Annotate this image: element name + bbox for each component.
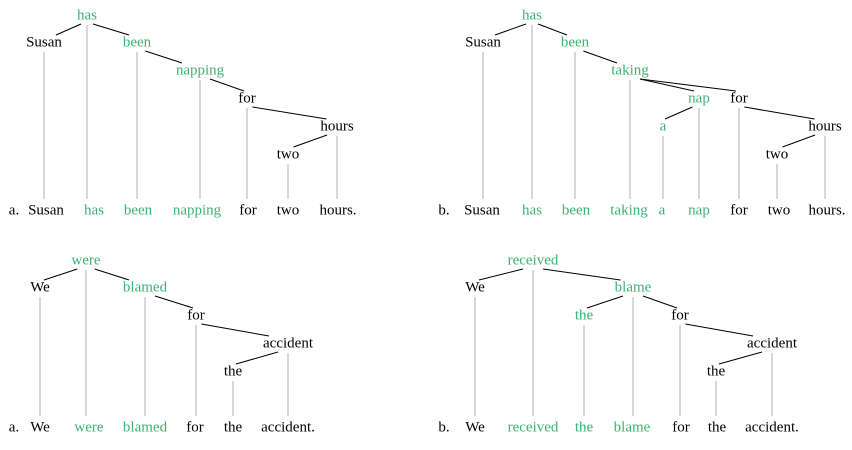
sentence-word: hours. (808, 202, 846, 219)
dependency-edge (154, 295, 194, 309)
dependency-edge (542, 268, 621, 281)
sentence-word: Susan (28, 202, 64, 219)
sentence-word: for (672, 419, 690, 436)
sentence-word: We (30, 419, 50, 436)
tree-word: for (187, 307, 205, 324)
tree-word: the (706, 363, 726, 380)
tree-word: the (574, 307, 594, 324)
dependency-edge (583, 50, 618, 64)
dependency-edge (586, 295, 624, 309)
dependency-edge (92, 23, 130, 36)
tree-word: been (122, 34, 152, 51)
panel-label: a. (8, 419, 20, 436)
sentence-word: the (707, 419, 727, 436)
sentence-word: the (223, 419, 243, 436)
sentence-word: taking (610, 202, 648, 219)
dependency-edge (145, 50, 183, 64)
tree-word: We (465, 279, 485, 296)
dependency-edge (94, 268, 130, 281)
dependency-edge (235, 351, 279, 365)
tree-word: nap (688, 90, 710, 107)
sentence-word: been (123, 202, 153, 219)
dependency-edge (718, 351, 763, 365)
sentence-word: nap (688, 202, 710, 219)
dependency-edge (201, 323, 270, 337)
dependency-edge (664, 106, 693, 120)
sentence-word: Susan (464, 202, 500, 219)
tree-word: received (507, 252, 559, 269)
tree-word: accident (263, 335, 313, 352)
tree-word: been (560, 34, 590, 51)
tree-word: for (730, 90, 748, 107)
sentence-word: blamed (122, 419, 168, 436)
tree-word: Susan (26, 34, 62, 51)
dependency-edge (642, 295, 678, 309)
sentence-word: received (507, 419, 559, 436)
dependency-edge (209, 78, 245, 92)
sentence-word: two (767, 202, 791, 219)
panel-label: b. (438, 419, 450, 436)
sentence-word: blame (613, 419, 651, 436)
dependency-edge (639, 78, 695, 92)
sentence-word: the (574, 419, 594, 436)
dependency-edge (685, 323, 754, 337)
sentence-word: been (561, 202, 591, 219)
sentence-word: a (658, 202, 666, 219)
dependency-edge (639, 78, 737, 92)
sentence-word: napping (172, 202, 222, 219)
dependency-edge (293, 134, 328, 148)
tree-word: hours (320, 118, 354, 135)
tree-word: the (223, 363, 243, 380)
sentence-word: were (74, 419, 104, 436)
tree-word: two (276, 146, 300, 163)
dependency-edge (478, 268, 524, 281)
dependency-edge (494, 23, 527, 36)
dependency-edge (744, 106, 815, 120)
tree-word: taking (611, 62, 649, 79)
sentence-word: has (84, 202, 104, 219)
tree-word: were (71, 252, 101, 269)
sentence-word: has (522, 202, 542, 219)
tree-word: hours (808, 118, 842, 135)
dependency-edge (537, 23, 568, 36)
tree-word: blame (614, 279, 652, 296)
tree-word: napping (175, 62, 225, 79)
tree-word: has (77, 7, 97, 24)
sentence-word: for (186, 419, 204, 436)
dependency-edge (55, 23, 82, 36)
tree-word: blamed (122, 279, 168, 296)
tree-word: has (522, 7, 542, 24)
tree-word: We (30, 279, 50, 296)
dependency-edge (43, 268, 78, 281)
sentence-word: for (730, 202, 748, 219)
tree-word: accident (747, 335, 797, 352)
tree-word: two (765, 146, 789, 163)
tree-word: a (659, 118, 667, 135)
tree-word: for (238, 90, 256, 107)
panel-label: b. (438, 202, 450, 219)
sentence-word: two (276, 202, 300, 219)
dependency-edge (782, 134, 816, 148)
sentence-word: accident. (745, 419, 799, 436)
panel-label: a. (8, 202, 20, 219)
tree-word: for (671, 307, 689, 324)
dependency-edge (252, 106, 327, 120)
sentence-word: accident. (261, 419, 315, 436)
sentence-word: for (239, 202, 257, 219)
sentence-word: We (465, 419, 485, 436)
tree-word: Susan (465, 34, 501, 51)
sentence-word: hours. (319, 202, 357, 219)
